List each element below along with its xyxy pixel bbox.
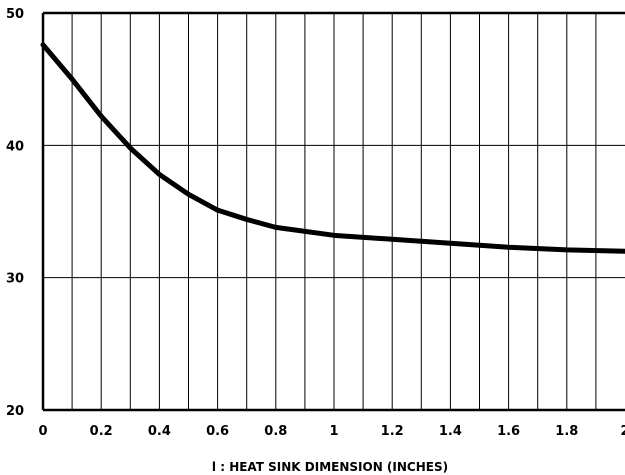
tick-labels: 0 0.2 0.4 0.6 0.8 1 1.2 1.4 1.6 1.8 2 20 30 40 50 <box>6 7 625 439</box>
x-tick-label: 1.4 <box>439 424 462 439</box>
y-tick-label: 20 <box>6 404 24 419</box>
x-tick-label: 1.6 <box>497 424 520 439</box>
x-tick-label: 0.6 <box>206 424 229 439</box>
x-tick-label: 1 <box>329 424 338 439</box>
y-tick-label: 50 <box>6 7 24 22</box>
x-tick-label: 0.4 <box>148 424 171 439</box>
x-tick-label: 0.8 <box>264 424 287 439</box>
x-axis-label: l : HEAT SINK DIMENSION (INCHES) <box>212 460 448 474</box>
x-tick-label: 0 <box>38 424 47 439</box>
series-line <box>40 42 625 254</box>
x-tick-label: 0.2 <box>90 424 113 439</box>
x-tick-label: 1.8 <box>555 424 578 439</box>
gridlines <box>43 13 625 410</box>
y-tick-label: 40 <box>6 139 24 154</box>
y-tick-label: 30 <box>6 272 24 287</box>
x-tick-label: 1.2 <box>381 424 404 439</box>
axes <box>41 11 625 412</box>
series-layer <box>40 42 625 254</box>
x-tick-label: 2 <box>620 424 625 439</box>
